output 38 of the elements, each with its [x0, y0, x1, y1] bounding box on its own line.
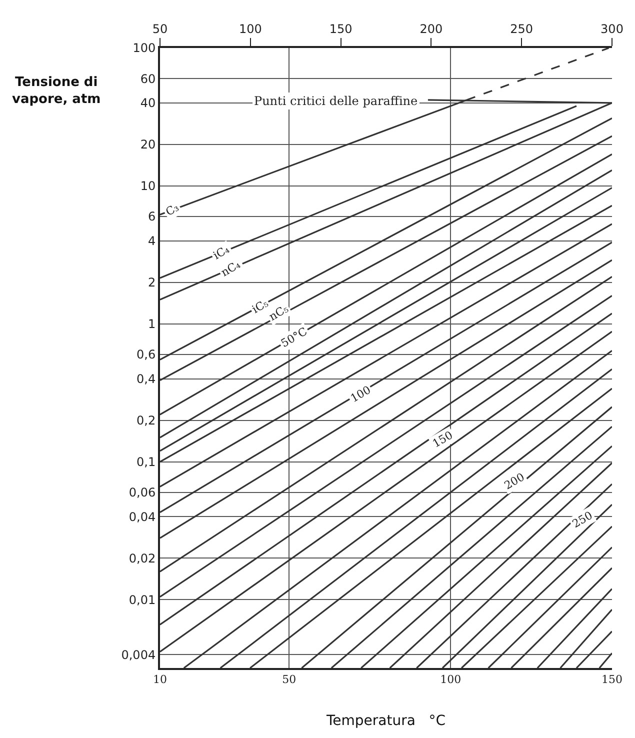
annotation: nC₄ [218, 258, 244, 280]
x-tick-label: 100 [440, 673, 462, 686]
y-tick-label: 0,2 [136, 413, 156, 428]
x-axis-title: Temperatura °C [325, 713, 446, 729]
y-tick-label: 60 [140, 72, 156, 86]
x2-tick-label: 150 [329, 22, 352, 36]
y-axis-title: Tensione di vapore, atm [12, 75, 101, 107]
y-tick-label: 0,004 [121, 648, 156, 662]
annotation: Punti critici delle paraffine [254, 94, 418, 108]
annotation: 200 [502, 470, 527, 492]
annotation: C₃ [163, 200, 182, 219]
y-tick-label: 0,6 [136, 348, 156, 362]
annotation: iC₅ [250, 296, 271, 316]
annotation: 100 [348, 383, 374, 406]
x-tick-label: 150 [602, 673, 622, 686]
y-tick-label: 6 [148, 210, 156, 224]
x-tick-label: 50 [282, 673, 296, 686]
y-tick-label: 100 [132, 41, 156, 56]
y-tick-label: 4 [148, 234, 156, 248]
annotation: 250 [570, 508, 595, 531]
y-tick-label: 0,01 [128, 592, 156, 607]
y-tick-label: 2 [148, 276, 156, 290]
y-tick-label: 1 [148, 317, 156, 332]
x2-tick-label: 50 [152, 22, 168, 36]
annotation: 150 [430, 428, 456, 450]
y-tick-label: 0,02 [128, 551, 156, 566]
y-tick-label: 0,04 [128, 510, 156, 524]
x2-tick-label: 300 [600, 22, 624, 36]
y-tick-label: 0,06 [128, 486, 156, 500]
y-tick-label: 0,1 [136, 455, 156, 470]
y-tick-label: 40 [140, 96, 156, 110]
annotation: iC₄ [210, 242, 232, 262]
y-tick-label: 0,4 [136, 372, 156, 386]
y-tick-label: 20 [140, 138, 156, 152]
x2-tick-label: 100 [238, 22, 262, 36]
y-tick-label: 10 [140, 179, 156, 194]
x2-tick-label: 200 [420, 22, 443, 36]
x2-tick-label: 250 [510, 22, 534, 36]
